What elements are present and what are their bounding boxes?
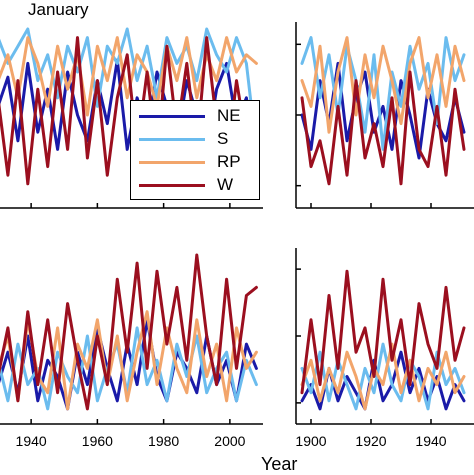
panel-bottom-left: 1940 1960 1980 2000 <box>0 253 263 449</box>
panel-top-right <box>295 22 474 209</box>
series-line-w <box>300 269 466 395</box>
legend-item-s: S <box>131 128 259 150</box>
series-line-w <box>0 36 258 186</box>
panel-bottom-right: 1900 1920 1940 <box>295 248 474 449</box>
legend-label-rp: RP <box>217 152 241 171</box>
legend-label-w: W <box>217 175 234 194</box>
figure-title: January <box>28 0 89 19</box>
series-line-rp <box>0 310 258 411</box>
legend: NE S RP W <box>130 100 260 200</box>
series-group <box>0 253 258 411</box>
legend-swatch-w <box>139 184 205 187</box>
series-line-s <box>300 36 466 151</box>
legend-swatch-rp <box>139 161 205 164</box>
legend-item-rp: RP <box>131 151 259 173</box>
x-tick-label: 1940 <box>16 433 47 449</box>
legend-label-s: S <box>217 129 229 148</box>
x-tick-label: 1980 <box>148 433 179 449</box>
legend-label-ne: NE <box>217 106 241 125</box>
series-line-s <box>300 342 466 411</box>
legend-swatch-s <box>139 138 205 141</box>
series-group <box>300 269 466 411</box>
x-axis-label: Year <box>261 454 298 474</box>
legend-item-ne: NE <box>131 105 259 127</box>
x-tick-label: 2000 <box>214 433 245 449</box>
series-line-w <box>0 253 258 411</box>
x-tick-label: 1960 <box>82 433 113 449</box>
series-line-rp <box>300 342 466 411</box>
legend-swatch-ne <box>139 115 205 118</box>
series-line-rp <box>300 36 466 134</box>
x-tick-label: 1900 <box>295 433 326 449</box>
legend-item-w: W <box>131 174 259 196</box>
x-tick-label: 1940 <box>415 433 446 449</box>
series-group <box>300 36 466 186</box>
x-tick-label: 1920 <box>355 433 386 449</box>
series-line-rp <box>0 36 258 117</box>
series-line-w <box>300 70 466 186</box>
